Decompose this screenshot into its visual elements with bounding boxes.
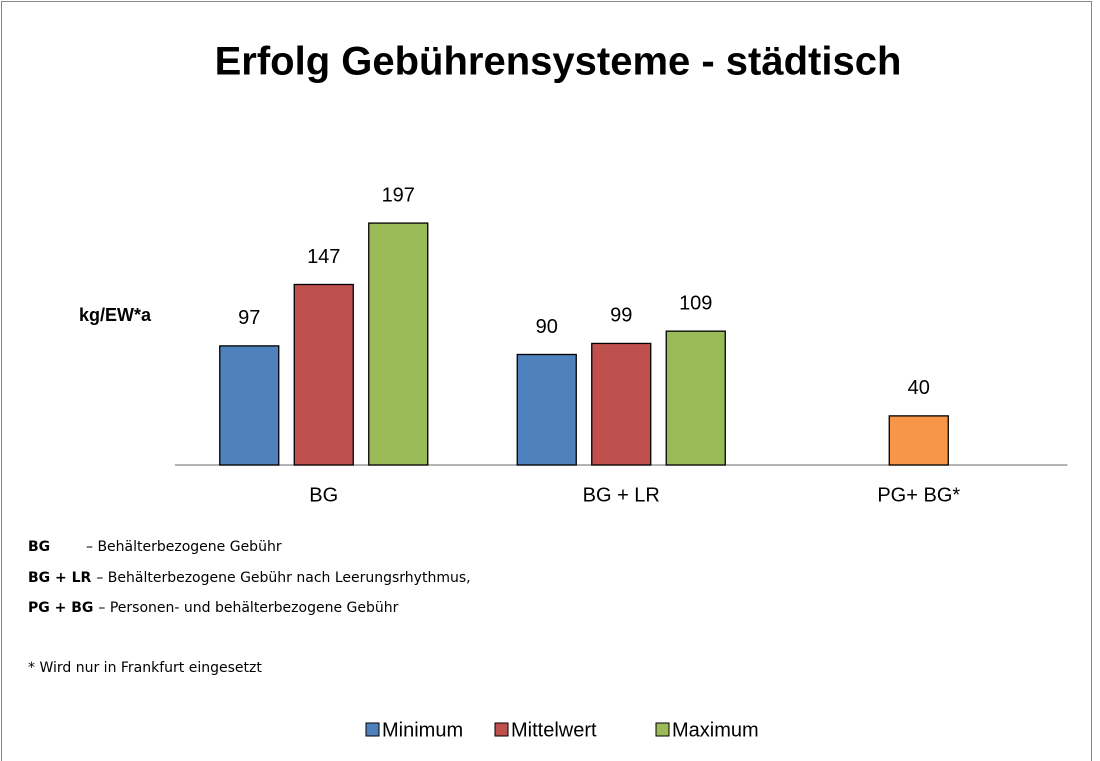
- chart-title: Erfolg Gebührensysteme - städtisch: [215, 40, 902, 84]
- legend-label: Maximum: [672, 719, 759, 741]
- legend-swatch: [655, 722, 670, 737]
- y-axis-label: kg/EW*a: [79, 305, 152, 325]
- bar: [888, 415, 949, 466]
- data-label: 99: [610, 305, 632, 327]
- data-label: 90: [536, 316, 558, 338]
- bar: [219, 345, 280, 466]
- data-label: 109: [679, 292, 712, 314]
- data-label: 147: [307, 246, 340, 268]
- data-label: 97: [238, 307, 260, 329]
- bar: [591, 342, 652, 466]
- bar: [293, 283, 354, 466]
- x-tick-label: BG: [309, 484, 338, 506]
- legend-label: Minimum: [382, 719, 463, 741]
- bar: [665, 330, 726, 466]
- note-abbr: BG + LR: [28, 570, 92, 586]
- footnote: * Wird nur in Frankfurt eingesetzt: [28, 660, 262, 676]
- note-text: – Behälterbezogene Gebühr: [86, 539, 282, 555]
- bar: [368, 222, 429, 466]
- bar: [516, 353, 577, 466]
- data-label: 197: [382, 184, 415, 206]
- note-text: – Personen- und behälterbezogene Gebühr: [98, 600, 398, 616]
- note-text: – Behälterbezogene Gebühr nach Leerungsr…: [96, 570, 470, 586]
- legend-label: Mittelwert: [511, 719, 597, 741]
- note: PG + BG – Personen- und behälterbezogene …: [28, 600, 399, 616]
- legend-swatch: [365, 722, 380, 737]
- note-abbr: BG: [28, 539, 50, 555]
- x-tick-label: PG+ BG*: [877, 484, 960, 506]
- x-tick-label: BG + LR: [583, 484, 660, 506]
- data-label: 40: [908, 377, 930, 399]
- note: BG – Behälterbezogene Gebühr: [28, 539, 282, 555]
- note: BG + LR – Behälterbezogene Gebühr nach Le…: [28, 570, 471, 586]
- legend-swatch: [494, 722, 509, 737]
- note-abbr: PG + BG: [28, 600, 93, 616]
